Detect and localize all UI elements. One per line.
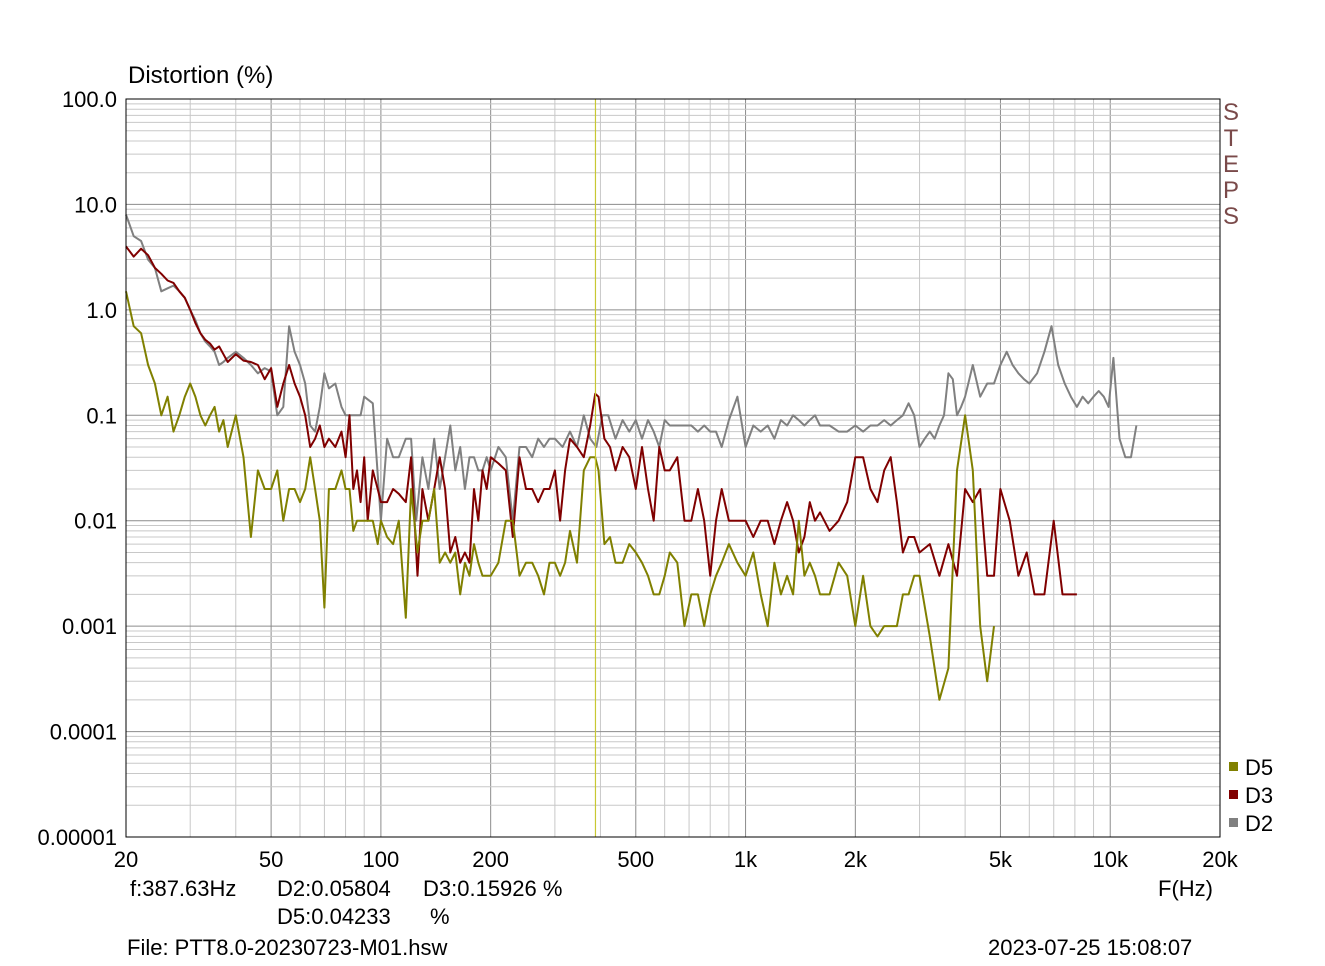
y-tick-label: 0.01 — [74, 509, 117, 534]
legend-label-d5: D5 — [1245, 755, 1273, 780]
grid — [125, 99, 1221, 838]
legend-label-d2: D2 — [1245, 811, 1273, 836]
chart-title: Distortion (%) — [128, 62, 274, 89]
y-tick-labels: 100.0 10.0 1.0 0.1 0.01 0.001 0.0001 0.00001 — [37, 87, 117, 850]
y-tick-label: 0.001 — [62, 614, 117, 639]
watermark-letter: T — [1224, 125, 1239, 152]
y-tick-label: 0.1 — [86, 403, 117, 428]
y-tick-label: 100.0 — [62, 87, 117, 112]
x-tick-label: 20 — [114, 847, 138, 872]
readout-d2: D2:0.05804 — [277, 876, 391, 901]
series-line-d5 — [125, 291, 995, 701]
y-tick-label: 0.0001 — [50, 720, 117, 745]
y-tick-label: 0.00001 — [37, 825, 117, 850]
file-name: File: PTT8.0-20230723-M01.hsw — [127, 935, 448, 960]
watermark-letter: S — [1223, 203, 1239, 230]
series-line-d2 — [125, 214, 1138, 522]
legend-swatch-d2 — [1229, 818, 1238, 827]
readout-frequency: f:387.63Hz — [130, 876, 237, 901]
series-line-d3 — [125, 245, 1077, 596]
y-tick-label: 1.0 — [86, 298, 117, 323]
x-tick-label: 1k — [734, 847, 758, 872]
legend-label-d3: D3 — [1245, 783, 1273, 808]
legend-swatch-d5 — [1229, 762, 1238, 771]
readout-unit: % — [430, 904, 450, 929]
x-tick-label: 200 — [472, 847, 509, 872]
readout-d5: D5:0.04233 — [277, 904, 391, 929]
watermark-letter: E — [1223, 151, 1239, 178]
timestamp: 2023-07-25 15:08:07 — [988, 935, 1193, 960]
x-tick-label: 20k — [1202, 847, 1238, 872]
readout-d3: D3:0.15926 % — [423, 876, 563, 901]
watermark-letter: P — [1223, 177, 1239, 204]
x-tick-label: 10k — [1092, 847, 1128, 872]
watermark-letter: S — [1223, 99, 1239, 126]
series-layer — [125, 214, 1138, 701]
legend: D5 D3 D2 — [1229, 755, 1273, 836]
x-tick-label: 100 — [363, 847, 400, 872]
legend-swatch-d3 — [1229, 790, 1238, 799]
plot-frame — [125, 98, 1221, 838]
x-tick-label: 2k — [844, 847, 868, 872]
x-tick-label: 5k — [989, 847, 1013, 872]
x-axis-label: F(Hz) — [1158, 876, 1213, 901]
x-tick-labels: 20 50 100 200 500 1k 2k 5k 10k 20k — [114, 847, 1239, 872]
x-tick-label: 500 — [617, 847, 654, 872]
x-tick-label: 50 — [259, 847, 283, 872]
y-tick-label: 10.0 — [74, 192, 117, 217]
